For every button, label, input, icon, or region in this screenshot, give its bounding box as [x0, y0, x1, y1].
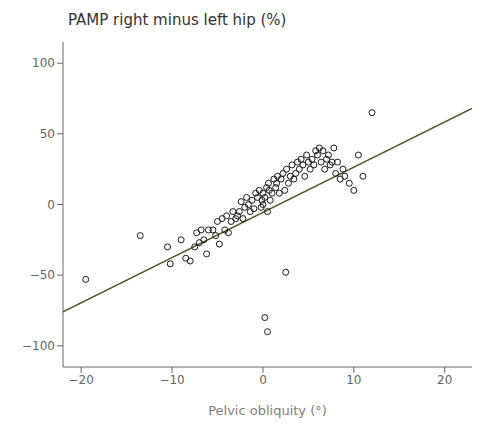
svg-text:−10: −10	[159, 373, 184, 387]
svg-text:−20: −20	[69, 373, 94, 387]
html-text:PAMP right minus left hip (%): PAMP right minus left hip (%)	[68, 11, 287, 29]
svg-text:−50: −50	[30, 268, 55, 282]
svg-text:Pelvic obliquity (°): Pelvic obliquity (°)	[208, 403, 327, 418]
svg-text:0: 0	[259, 373, 267, 387]
svg-text:50: 50	[40, 127, 55, 141]
svg-text:0: 0	[47, 198, 55, 212]
svg-text:−100: −100	[22, 339, 55, 353]
svg-text:100: 100	[32, 56, 55, 70]
svg-text:20: 20	[437, 373, 452, 387]
svg-text:10: 10	[346, 373, 361, 387]
